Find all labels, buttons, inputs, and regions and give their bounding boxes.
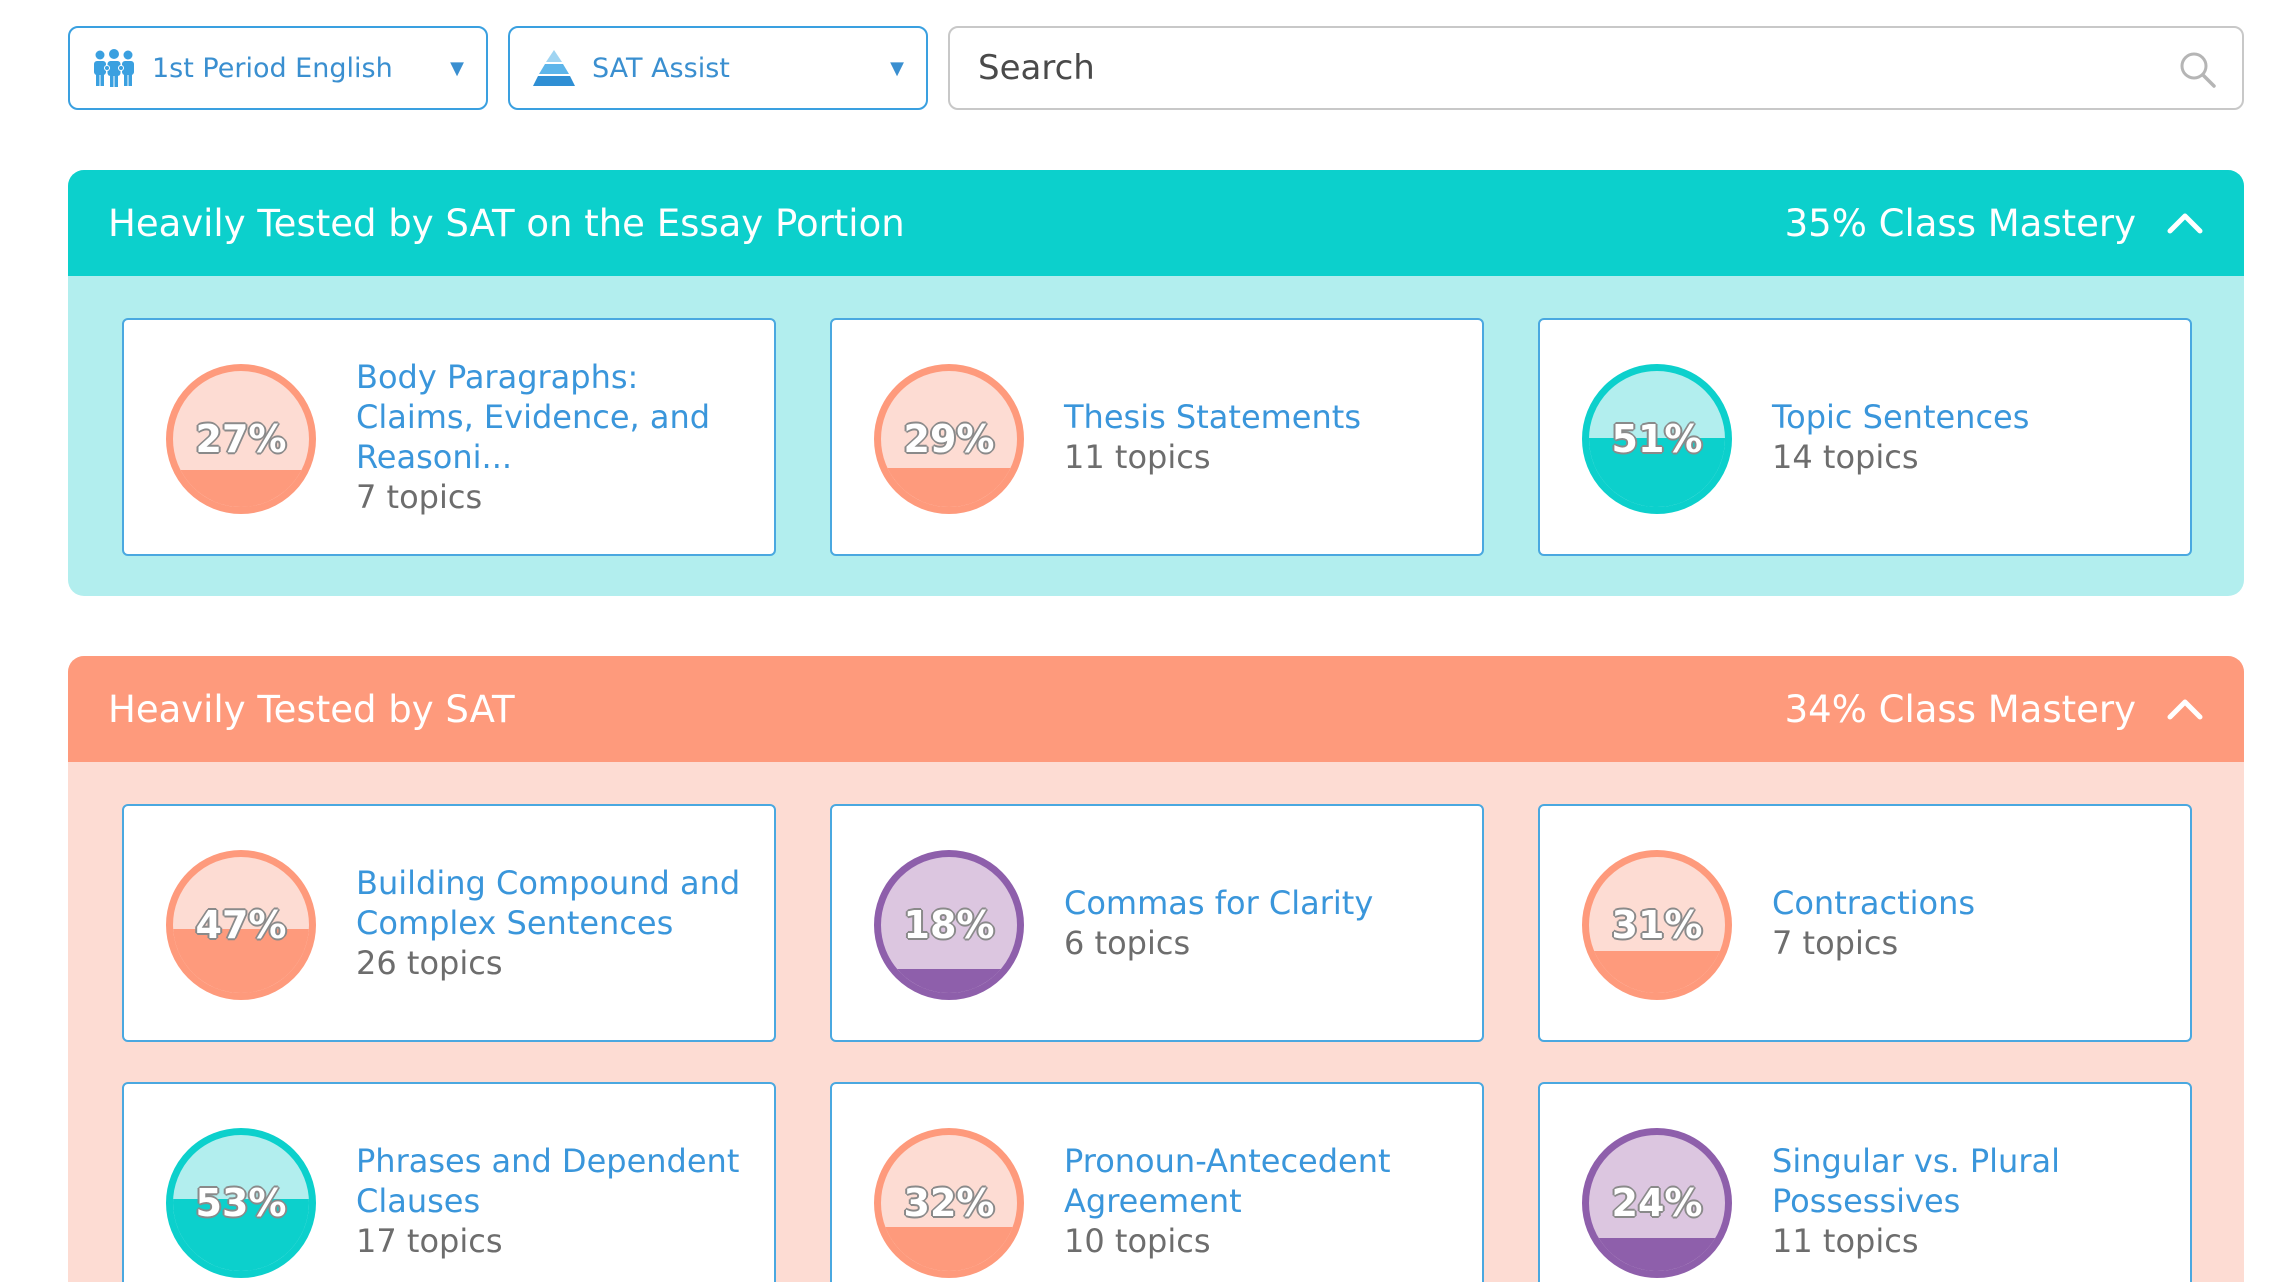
skill-title[interactable]: Building Compound and Complex Sentences bbox=[356, 864, 741, 942]
card-text: Phrases and Dependent Clauses 17 topics bbox=[356, 1084, 754, 1282]
skill-card[interactable]: 47% Building Compound and Complex Sentenc… bbox=[122, 804, 776, 1042]
mastery-gauge: 53% bbox=[166, 1128, 316, 1278]
gauge-fill bbox=[881, 968, 1017, 993]
search-icon[interactable] bbox=[2176, 48, 2220, 92]
gauge-fill bbox=[881, 467, 1017, 507]
skill-title[interactable]: Singular vs. Plural Possessives bbox=[1772, 1142, 2060, 1220]
skill-card[interactable]: 18% Commas for Clarity 6 topics bbox=[830, 804, 1484, 1042]
class-select[interactable]: 1st Period English ▼ bbox=[68, 26, 488, 110]
gauge-ring bbox=[1582, 364, 1732, 514]
mastery-percent: 51% bbox=[1611, 417, 1703, 461]
topic-count: 7 topics bbox=[356, 478, 483, 516]
mastery-gauge: 24% bbox=[1582, 1128, 1732, 1278]
people-group-icon bbox=[92, 46, 136, 90]
skill-card[interactable]: 24% Singular vs. Plural Possessives 11 top… bbox=[1538, 1082, 2192, 1282]
gauge-ring bbox=[874, 364, 1024, 514]
mastery-percent: 53% bbox=[195, 1181, 287, 1225]
gauge-fill bbox=[173, 470, 309, 507]
topic-count: 6 topics bbox=[1064, 924, 1191, 962]
card-text: Body Paragraphs: Claims, Evidence, and R… bbox=[356, 320, 754, 554]
gauge-ring bbox=[166, 850, 316, 1000]
caret-down-icon: ▼ bbox=[450, 58, 464, 79]
mastery-gauge: 47% bbox=[166, 850, 316, 1000]
mastery-gauge: 32% bbox=[874, 1128, 1024, 1278]
skill-title[interactable]: Body Paragraphs: Claims, Evidence, and R… bbox=[356, 358, 711, 476]
card-text: Singular vs. Plural Possessives 11 topics bbox=[1772, 1084, 2170, 1282]
mastery-percent: 24% bbox=[1611, 1181, 1703, 1225]
topic-count: 10 topics bbox=[1064, 1222, 1211, 1260]
gauge-fill bbox=[1589, 1238, 1725, 1271]
gauge-ring bbox=[874, 1128, 1024, 1278]
gauge-ring bbox=[166, 1128, 316, 1278]
topic-count: 7 topics bbox=[1772, 924, 1899, 962]
mastery-percent: 18% bbox=[903, 903, 995, 947]
mastery-percent: 31% bbox=[1611, 903, 1703, 947]
gauge-fill bbox=[881, 1227, 1017, 1271]
gauge-fill bbox=[173, 929, 309, 993]
skill-card[interactable]: 31% Contractions 7 topics bbox=[1538, 804, 2192, 1042]
card-text: Contractions 7 topics bbox=[1772, 806, 2170, 1040]
mastery-gauge: 31% bbox=[1582, 850, 1732, 1000]
mastery-percent: 47% bbox=[195, 903, 287, 947]
class-select-label: 1st Period English bbox=[152, 52, 393, 84]
chevron-up-icon[interactable] bbox=[2166, 211, 2204, 235]
program-select-label: SAT Assist bbox=[592, 52, 730, 84]
mastery-percent: 29% bbox=[903, 417, 995, 461]
skill-title[interactable]: Phrases and Dependent Clauses bbox=[356, 1142, 740, 1220]
skill-card[interactable]: 29% Thesis Statements 11 topics bbox=[830, 318, 1484, 556]
section-title: Heavily Tested by SAT on the Essay Porti… bbox=[108, 201, 905, 245]
mastery-gauge: 18% bbox=[874, 850, 1024, 1000]
skill-title[interactable]: Contractions bbox=[1772, 884, 1976, 922]
mastery-gauge: 29% bbox=[874, 364, 1024, 514]
mastery-gauge: 27% bbox=[166, 364, 316, 514]
skill-title[interactable]: Pronoun-Antecedent Agreement bbox=[1064, 1142, 1391, 1220]
section-header[interactable]: Heavily Tested by SAT on the Essay Porti… bbox=[68, 170, 2244, 276]
class-mastery: 34% Class Mastery bbox=[1784, 687, 2136, 731]
gauge-ring bbox=[1582, 1128, 1732, 1278]
topic-count: 26 topics bbox=[356, 944, 503, 982]
section-header[interactable]: Heavily Tested by SAT 34% Class Mastery bbox=[68, 656, 2244, 762]
topic-count: 14 topics bbox=[1772, 438, 1919, 476]
mastery-gauge: 51% bbox=[1582, 364, 1732, 514]
category-section: Heavily Tested by SAT 34% Class Mastery … bbox=[68, 656, 2244, 1282]
skill-card[interactable]: 51% Topic Sentences 14 topics bbox=[1538, 318, 2192, 556]
gauge-fill bbox=[173, 1198, 309, 1271]
chevron-up-icon[interactable] bbox=[2166, 697, 2204, 721]
gauge-fill bbox=[1589, 437, 1725, 507]
skill-card[interactable]: 27% Body Paragraphs: Claims, Evidence, an… bbox=[122, 318, 776, 556]
search-input[interactable]: Search bbox=[948, 26, 2244, 110]
mastery-percent: 32% bbox=[903, 1181, 995, 1225]
card-text: Building Compound and Complex Sentences 2… bbox=[356, 806, 754, 1040]
gauge-ring bbox=[1582, 850, 1732, 1000]
skill-title[interactable]: Thesis Statements bbox=[1064, 398, 1361, 436]
topic-count: 11 topics bbox=[1064, 438, 1211, 476]
topic-count: 11 topics bbox=[1772, 1222, 1919, 1260]
section-title: Heavily Tested by SAT bbox=[108, 687, 515, 731]
skill-title[interactable]: Commas for Clarity bbox=[1064, 884, 1374, 922]
gauge-ring bbox=[874, 850, 1024, 1000]
pyramid-icon bbox=[532, 46, 576, 90]
skill-card[interactable]: 32% Pronoun-Antecedent Agreement 10 topics bbox=[830, 1082, 1484, 1282]
skill-card[interactable]: 53% Phrases and Dependent Clauses 17 topic… bbox=[122, 1082, 776, 1282]
card-text: Topic Sentences 14 topics bbox=[1772, 320, 2170, 554]
caret-down-icon: ▼ bbox=[890, 58, 904, 79]
filter-bar: 1st Period English ▼ SAT Assist ▼ Search bbox=[68, 26, 2244, 110]
program-select[interactable]: SAT Assist ▼ bbox=[508, 26, 928, 110]
category-section: Heavily Tested by SAT on the Essay Porti… bbox=[68, 170, 2244, 596]
search-placeholder: Search bbox=[978, 48, 1095, 88]
topic-count: 17 topics bbox=[356, 1222, 503, 1260]
mastery-percent: 27% bbox=[195, 417, 287, 461]
class-mastery: 35% Class Mastery bbox=[1784, 201, 2136, 245]
card-text: Commas for Clarity 6 topics bbox=[1064, 806, 1462, 1040]
gauge-ring bbox=[166, 364, 316, 514]
gauge-fill bbox=[1589, 950, 1725, 993]
card-text: Pronoun-Antecedent Agreement 10 topics bbox=[1064, 1084, 1462, 1282]
card-text: Thesis Statements 11 topics bbox=[1064, 320, 1462, 554]
skill-title[interactable]: Topic Sentences bbox=[1772, 398, 2030, 436]
